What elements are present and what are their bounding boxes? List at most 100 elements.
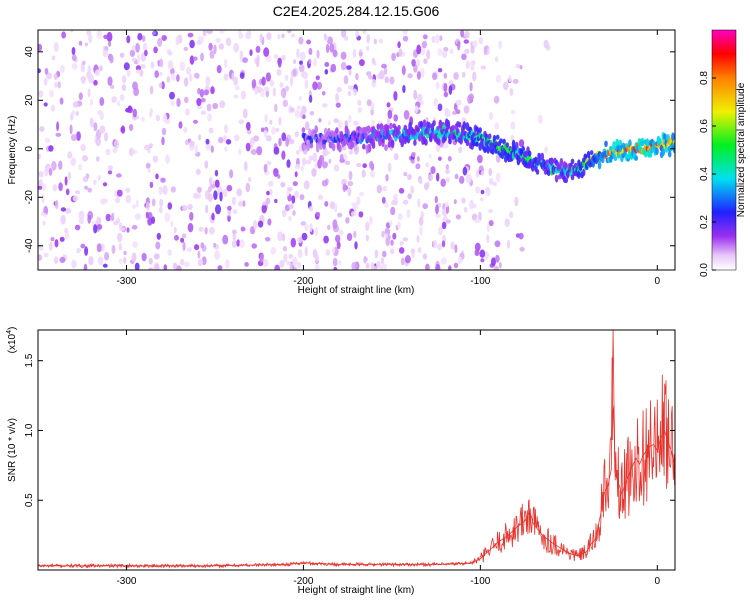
spectrogram-noise-cell — [111, 212, 115, 221]
spectrogram-noise-cell — [422, 34, 428, 40]
spectrogram-noise-cell — [437, 103, 443, 112]
spectrogram-noise-cell — [391, 52, 396, 62]
spectrogram-noise-cell — [166, 76, 170, 83]
spectrogram-noise-cell — [170, 73, 176, 81]
spectrogram-noise-cell — [309, 205, 314, 212]
spectrogram-noise-cell — [416, 44, 422, 55]
spectrogram-noise-cell — [435, 264, 441, 270]
spectrogram-noise-cell — [251, 79, 257, 89]
spectrogram-noise-cell — [305, 159, 312, 165]
spectrogram-noise-cell — [144, 49, 148, 57]
spectrogram-noise-cell — [183, 46, 189, 52]
spectrogram-noise-cell — [297, 248, 303, 259]
spectrogram-noise-cell — [95, 137, 101, 147]
spectrogram-noise-cell — [219, 100, 226, 109]
spectrogram-noise-cell — [164, 212, 171, 222]
spectrogram-noise-cell — [214, 169, 219, 177]
spectrogram-noise-cell — [202, 30, 207, 37]
spectrogram-noise-cell — [60, 214, 66, 225]
spectrogram-noise-cell — [266, 190, 270, 196]
spectrogram-noise-cell — [197, 258, 204, 267]
spectrogram-noise-cell — [233, 94, 239, 99]
spectrogram-noise-cell — [283, 253, 288, 263]
spectrogram-noise-cell — [401, 65, 406, 76]
spectrogram-noise-cell — [239, 72, 245, 79]
spectrogram-noise-cell — [238, 119, 245, 125]
spectrogram-noise-cell — [179, 258, 185, 266]
spectrogram-noise-cell — [209, 50, 215, 59]
spectrogram-noise-cell — [478, 211, 482, 222]
spectrogram-noise-cell — [319, 154, 325, 164]
spectrogram-noise-cell — [175, 265, 182, 270]
spectrogram-noise-cell — [470, 64, 475, 71]
spectrogram-noise-cell — [312, 81, 318, 91]
spectrogram-noise-cell — [123, 256, 127, 264]
spectrogram-signal-cell — [386, 124, 390, 132]
spectrogram-noise-cell — [38, 68, 41, 74]
spectrogram-noise-cell — [392, 232, 397, 240]
spectrogram-noise-cell — [108, 41, 112, 47]
spectrogram-noise-cell — [131, 224, 138, 230]
spectrogram-noise-cell — [443, 82, 448, 93]
spectrogram-noise-cell — [278, 137, 282, 147]
spectrogram-noise-cell — [263, 163, 268, 173]
spectrogram-noise-cell — [132, 108, 137, 118]
spectrogram-noise-cell — [282, 209, 287, 218]
spectrogram-noise-cell — [386, 102, 391, 108]
spectrogram-noise-cell — [219, 191, 223, 202]
spectrogram-noise-cell — [165, 154, 170, 165]
spectrogram-noise-cell — [223, 73, 229, 81]
spectrogram-noise-cell — [301, 114, 306, 120]
spectrogram-noise-cell — [432, 240, 438, 249]
spectrogram-noise-cell — [441, 221, 447, 230]
spectrogram-noise-cell — [147, 148, 151, 154]
snr-panel: -300 -200 -100 0 0.5 1.0 1.5 Height of straig… — [6, 327, 676, 596]
spectrogram-signal-cell — [487, 133, 492, 140]
spectrogram-noise-cell — [240, 90, 246, 100]
spectrogram-noise-cell — [422, 253, 427, 260]
spectrogram-noise-cell — [121, 84, 127, 91]
spectrogram-noise-cell — [195, 168, 201, 176]
spectrogram-noise-cell — [184, 96, 189, 104]
colorbar-label: Normalized spectral amplitude — [736, 82, 747, 217]
spectrogram-noise-cell — [59, 97, 64, 105]
spectrogram-noise-cell — [49, 89, 54, 98]
spectrogram-noise-cell — [290, 237, 296, 248]
spectrogram-noise-cell — [87, 88, 91, 98]
spectrogram-signal-cell — [570, 174, 575, 181]
spectrogram-noise-cell — [282, 99, 289, 107]
spectrogram-noise-cell — [355, 30, 360, 38]
spectrogram-noise-cell — [50, 237, 55, 242]
spectrogram-noise-cell — [512, 78, 519, 84]
spectrogram-noise-cell — [242, 108, 248, 119]
spectrogram-noise-cell — [38, 153, 42, 160]
spectrogram-noise-cell — [276, 68, 282, 76]
spectrogram-noise-cell — [149, 85, 154, 95]
spectrogram-noise-cell — [99, 111, 104, 121]
spectrogram-noise-cell — [378, 38, 384, 44]
spectrogram-noise-cell — [72, 195, 79, 202]
spectrogram-noise-cell — [118, 243, 123, 251]
spectrogram-noise-cell — [38, 185, 43, 190]
spectrogram-noise-cell — [474, 218, 481, 223]
spectrogram-signal-cell — [371, 142, 376, 149]
spectrogram-noise-cell — [104, 251, 110, 261]
spectrogram-noise-cell — [167, 202, 173, 210]
spectrogram-noise-cell — [269, 79, 275, 87]
spectrogram-noise-cell — [82, 60, 86, 66]
spectrogram-noise-cell — [274, 264, 280, 270]
spectrogram-noise-cell — [261, 204, 267, 214]
spectrogram-noise-cell — [428, 153, 432, 159]
spectrogram-noise-cell — [116, 189, 123, 197]
spectrogram-noise-cell — [354, 144, 359, 155]
spectrogram-signal-cell — [478, 127, 483, 133]
snr-y-scale-label: (x104) — [6, 327, 18, 354]
spectrogram-noise-cell — [443, 72, 447, 79]
snr-series — [38, 330, 675, 569]
spectrogram-noise-cell — [510, 134, 514, 141]
spectrogram-noise-cell — [247, 30, 252, 36]
spectrogram-noise-cell — [126, 227, 130, 233]
spectrogram-noise-cell — [193, 56, 198, 61]
snr-envelope — [38, 330, 675, 567]
